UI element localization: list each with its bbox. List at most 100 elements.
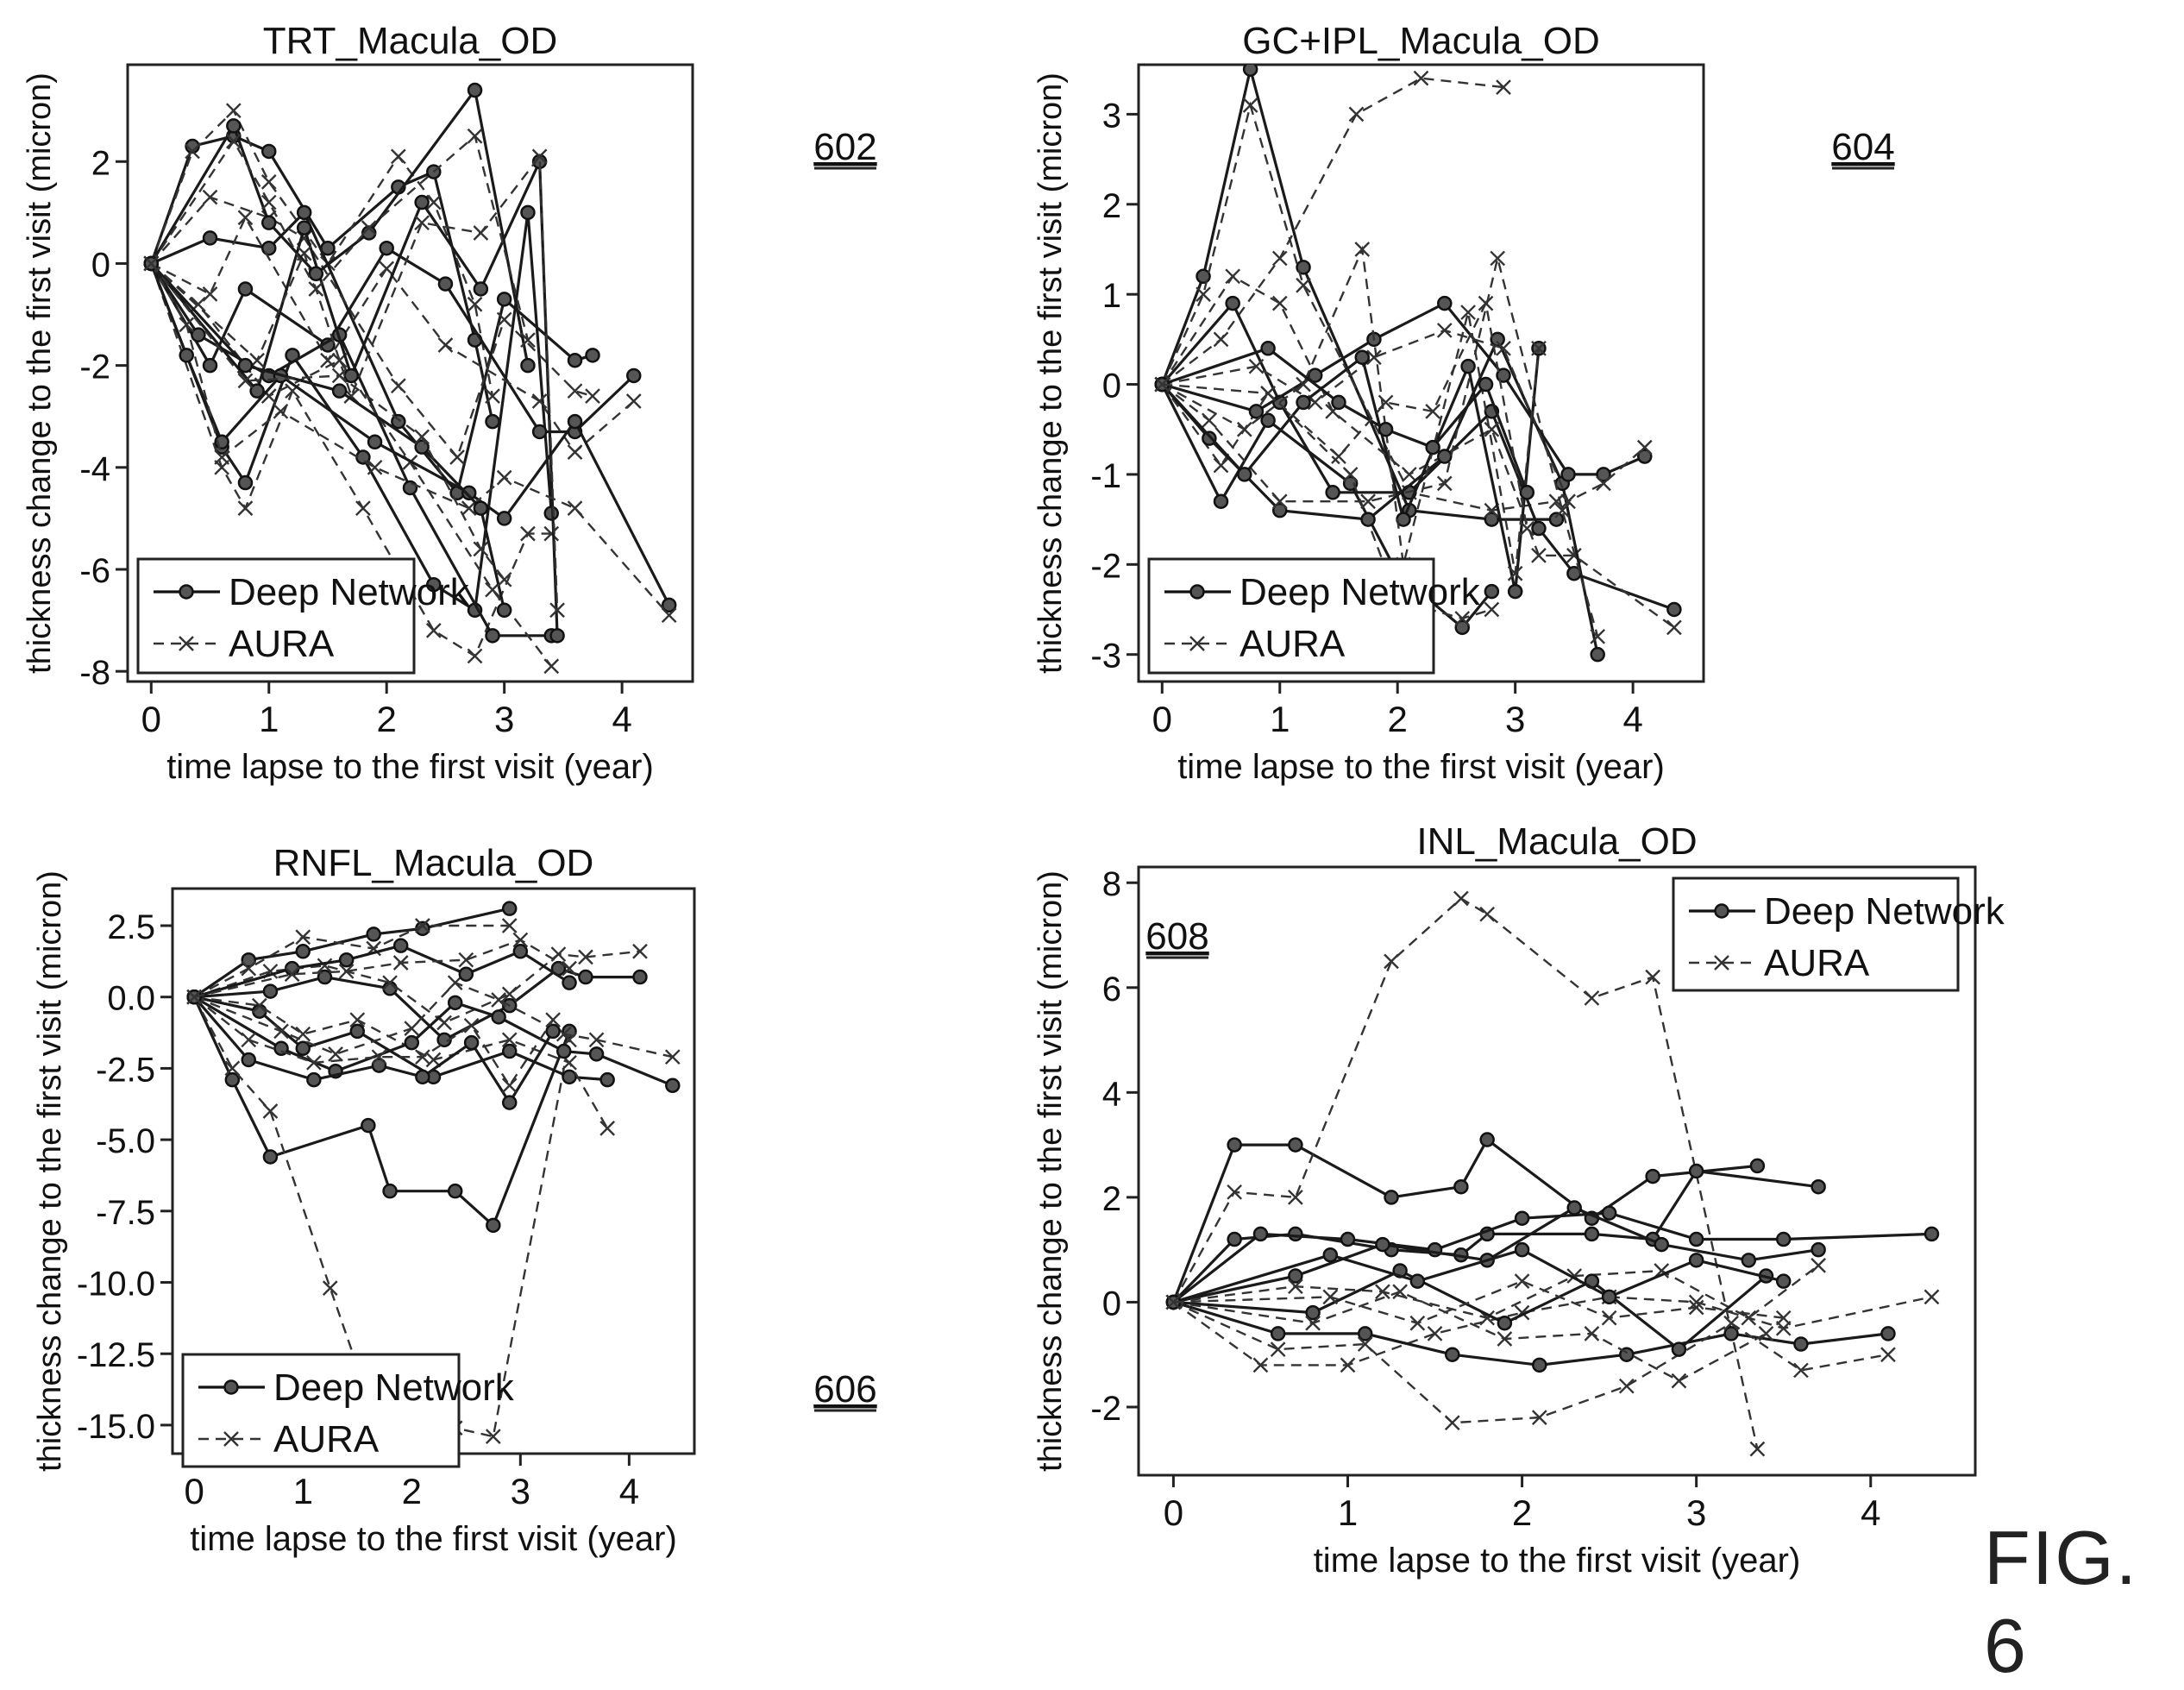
aura-point bbox=[414, 215, 430, 231]
y-tick-label: 0.0 bbox=[107, 980, 155, 1018]
aura-point bbox=[496, 311, 512, 328]
aura-point bbox=[415, 918, 430, 933]
aura-point bbox=[1490, 250, 1506, 267]
aura-point bbox=[531, 393, 548, 409]
deep-network-point bbox=[1749, 1158, 1766, 1174]
deep-network-series-line bbox=[1161, 301, 1646, 476]
aura-point bbox=[1242, 97, 1258, 113]
deep-network-point bbox=[1342, 475, 1359, 492]
aura-point bbox=[1270, 1341, 1286, 1357]
deep-network-point bbox=[486, 1217, 501, 1234]
deep-network-point bbox=[317, 969, 333, 985]
aura-point bbox=[322, 1280, 338, 1296]
aura-point bbox=[1154, 376, 1170, 393]
deep-network-point bbox=[306, 1071, 322, 1088]
deep-network-point bbox=[501, 1095, 518, 1110]
y-axis-label: thickness change to the first visit (mic… bbox=[1032, 72, 1069, 674]
deep-network-point bbox=[296, 220, 312, 236]
deep-network-point bbox=[1307, 368, 1323, 383]
y-tick-label: -3 bbox=[1090, 638, 1121, 675]
deep-network-point bbox=[1741, 1253, 1757, 1268]
aura-point bbox=[237, 373, 254, 389]
aura-point bbox=[545, 1012, 561, 1028]
aura-point bbox=[467, 128, 483, 144]
deep-network-point bbox=[632, 969, 648, 985]
aura-point bbox=[317, 958, 333, 974]
aura-series-line bbox=[1173, 1264, 1819, 1320]
deep-network-point bbox=[520, 357, 536, 374]
aura-point bbox=[1478, 295, 1494, 311]
y-tick-label: 0 bbox=[1102, 1285, 1121, 1322]
reference-numeral: 606 bbox=[813, 1368, 876, 1410]
deep-network-point bbox=[1519, 485, 1535, 500]
aura-point bbox=[501, 1032, 518, 1048]
deep-network-point bbox=[1532, 1357, 1547, 1373]
aura-point bbox=[567, 444, 583, 460]
x-tick-label: 2 bbox=[402, 1471, 422, 1511]
y-tick-label: -8 bbox=[79, 654, 110, 692]
deep-network-point bbox=[1775, 1273, 1792, 1289]
aura-series-line bbox=[193, 924, 510, 998]
aura-point bbox=[1340, 1357, 1356, 1373]
aura-point bbox=[1758, 1326, 1774, 1341]
deep-network-point bbox=[226, 118, 242, 134]
y-axis-label: thickness change to the first visit (mic… bbox=[22, 72, 58, 674]
y-tick-label: -7.5 bbox=[96, 1194, 155, 1232]
legend-aura-marker bbox=[179, 636, 194, 651]
aura-point bbox=[485, 1429, 501, 1444]
legend: Deep Network AURA bbox=[1672, 876, 2005, 992]
deep-network-point bbox=[1296, 260, 1311, 275]
deep-network-series-line bbox=[192, 996, 571, 1228]
aura-point bbox=[1252, 1357, 1269, 1373]
aura-series-line bbox=[1161, 77, 1504, 386]
aura-point bbox=[349, 1012, 366, 1028]
aura-point bbox=[251, 997, 267, 1014]
aura-point bbox=[1357, 1336, 1373, 1352]
aura-point bbox=[1584, 990, 1600, 1006]
aura-point bbox=[1444, 1415, 1460, 1431]
aura-point bbox=[355, 500, 371, 516]
y-tick-label: -2 bbox=[79, 349, 110, 386]
deep-network-point bbox=[1478, 376, 1494, 393]
legend-deep-marker bbox=[1714, 903, 1729, 919]
deep-network-point bbox=[1596, 467, 1611, 482]
y-tick-label: 8 bbox=[1102, 865, 1121, 903]
series-layer bbox=[1165, 890, 1940, 1457]
aura-point bbox=[1507, 565, 1523, 581]
aura-point bbox=[1584, 1326, 1600, 1341]
deep-network-point bbox=[1793, 1336, 1809, 1352]
aura-point bbox=[463, 1017, 480, 1033]
x-tick-label: 1 bbox=[293, 1471, 313, 1511]
aura-point bbox=[1427, 1326, 1443, 1341]
chart-title: INL_Macula_OD bbox=[1416, 820, 1697, 863]
deep-network-point bbox=[1566, 1200, 1582, 1216]
y-tick-label: 3 bbox=[1102, 97, 1121, 135]
aura-point bbox=[1460, 305, 1476, 320]
aura-point bbox=[186, 989, 203, 1005]
deep-network-point bbox=[1484, 583, 1500, 600]
aura-point bbox=[496, 469, 512, 486]
deep-network-point bbox=[1272, 502, 1288, 518]
deep-network-point bbox=[1196, 268, 1211, 285]
y-tick-label: -2 bbox=[1090, 547, 1121, 585]
legend-deep-label: Deep Network bbox=[229, 571, 470, 613]
aura-series-line bbox=[1172, 1296, 1932, 1366]
x-tick-label: 4 bbox=[1861, 1492, 1880, 1533]
x-tick-label: 3 bbox=[1505, 699, 1525, 739]
deep-network-point bbox=[1375, 1236, 1390, 1253]
deep-network-point bbox=[531, 424, 548, 440]
aura-point bbox=[1484, 421, 1500, 437]
x-axis-label: time lapse to the first visit (year) bbox=[1177, 748, 1665, 786]
deep-network-point bbox=[1340, 1231, 1356, 1247]
y-tick-label: 6 bbox=[1102, 971, 1121, 1008]
aura-point bbox=[1636, 439, 1653, 455]
deep-network-point bbox=[458, 966, 474, 982]
x-tick-label: 3 bbox=[1686, 1492, 1706, 1533]
y-tick-label: 2.5 bbox=[107, 908, 155, 946]
deep-network-point bbox=[1453, 1178, 1469, 1195]
deep-network-point bbox=[1688, 1231, 1704, 1247]
deep-network-point bbox=[1296, 394, 1311, 411]
reference-numeral: 604 bbox=[1831, 126, 1894, 168]
aura-point bbox=[1413, 70, 1429, 86]
aura-point bbox=[1519, 520, 1535, 537]
